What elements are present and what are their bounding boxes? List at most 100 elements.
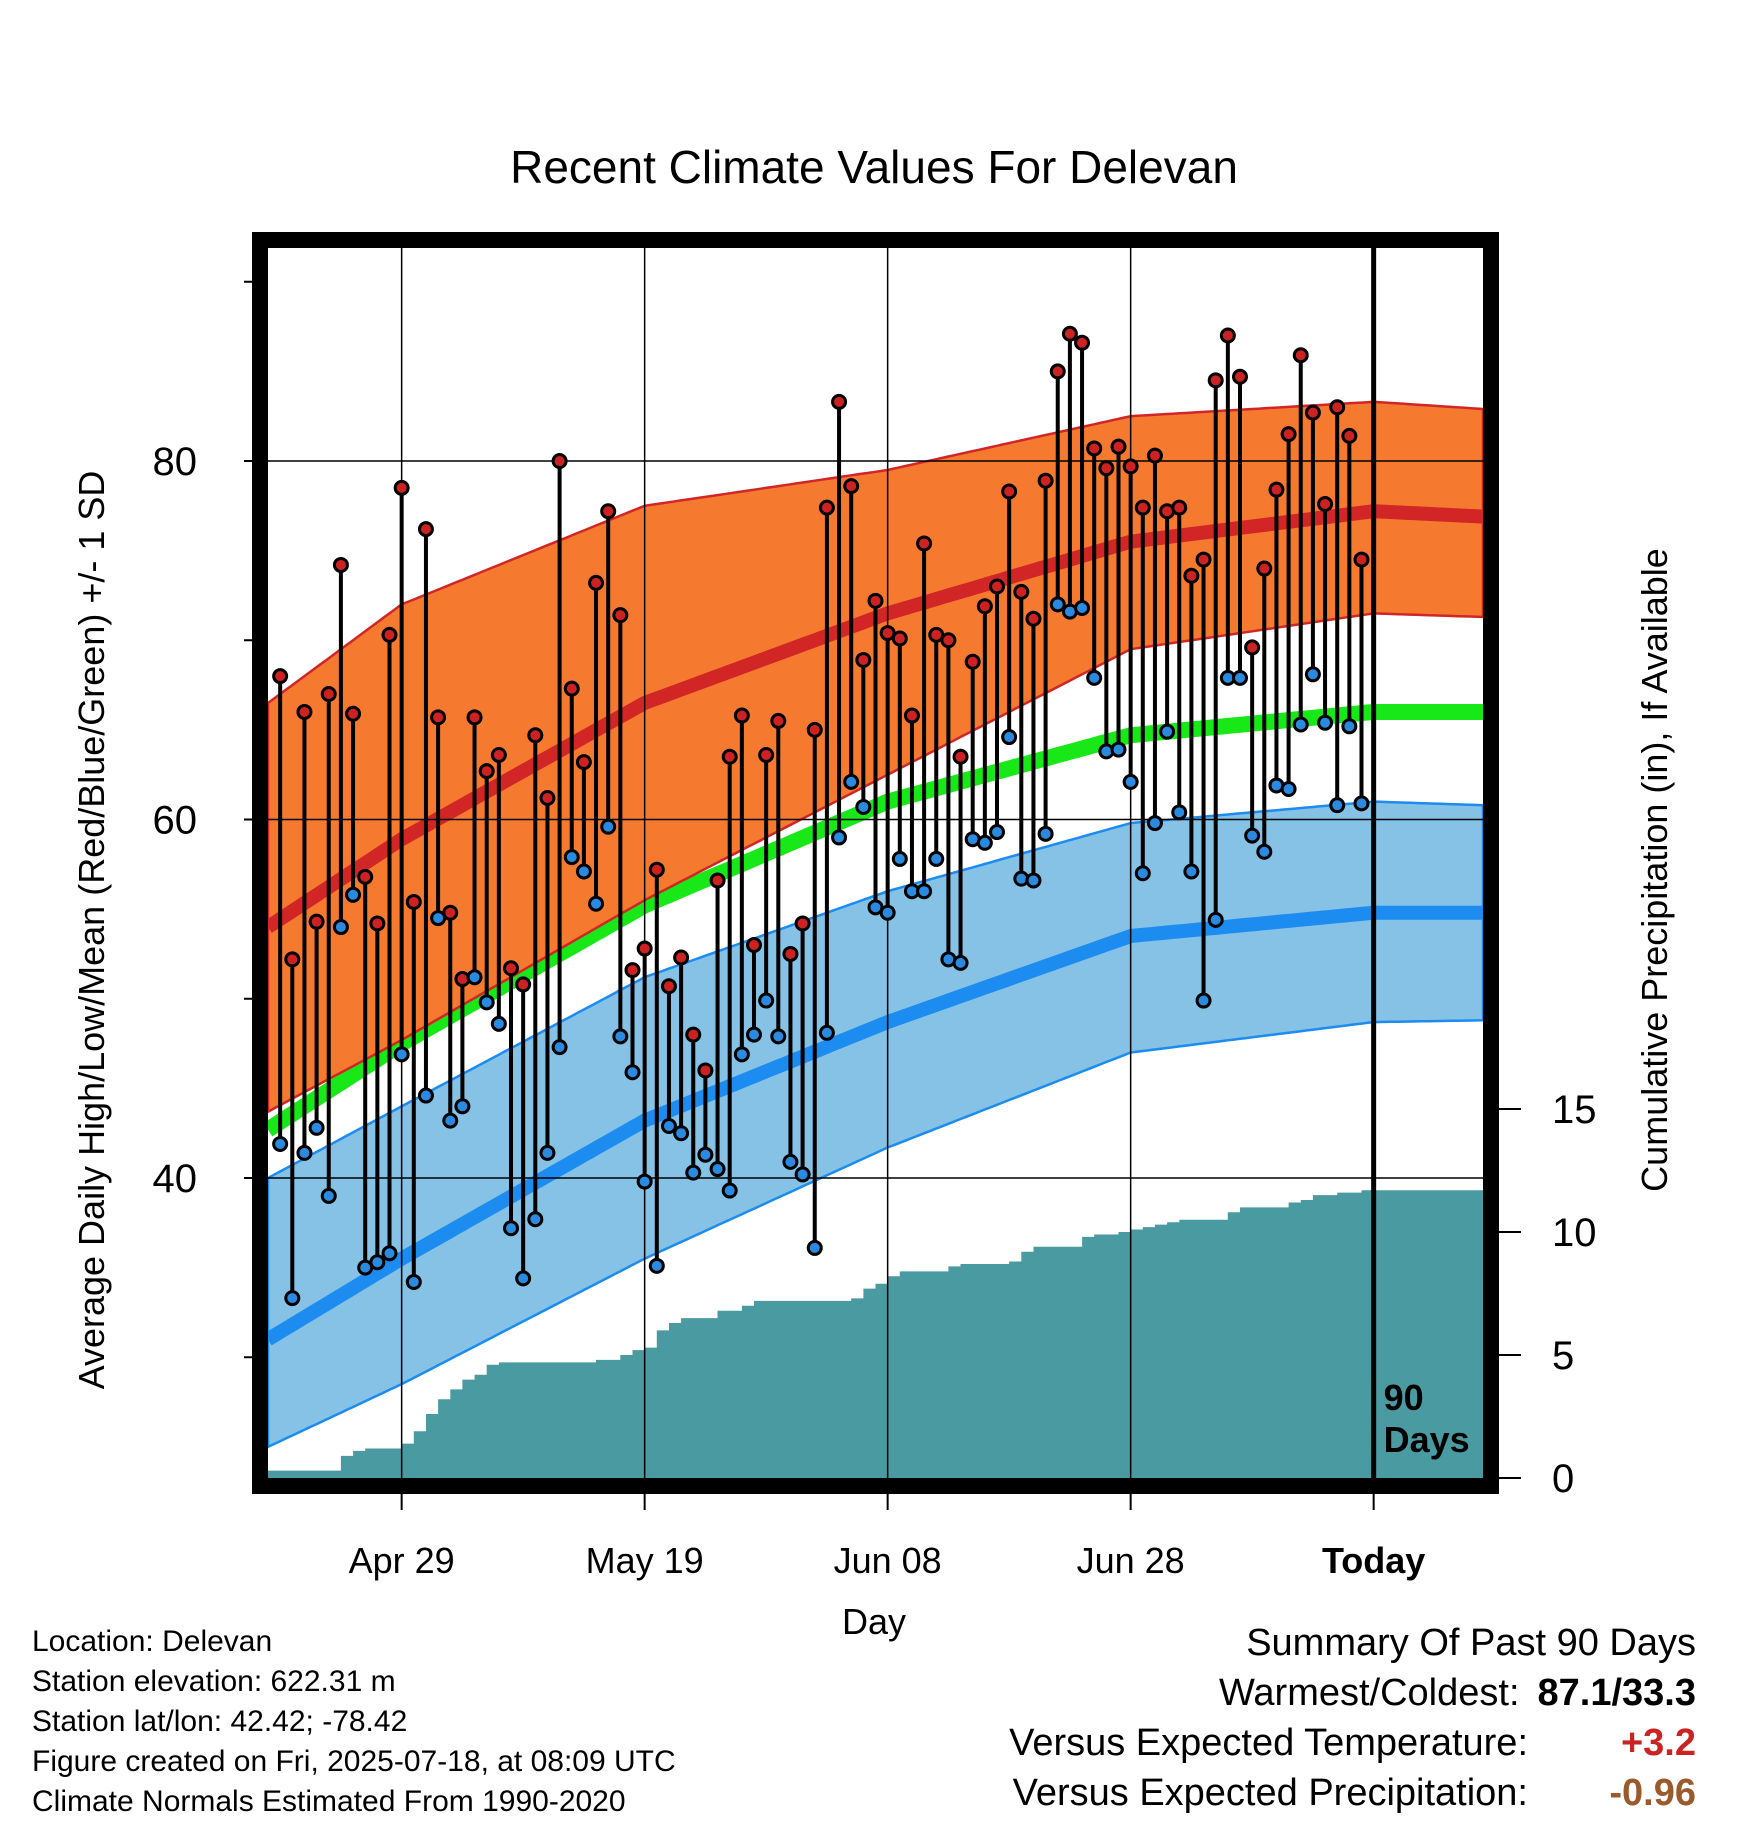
daily-observation: [624, 962, 641, 1081]
daily-observation: [673, 949, 690, 1142]
daily-low-point: [1183, 863, 1200, 880]
daily-observation: [515, 976, 532, 1287]
daily-observation: [600, 503, 617, 835]
daily-low-point: [976, 834, 993, 851]
daily-low-point: [891, 850, 908, 867]
station-elevation: Station elevation: 622.31 m: [32, 1665, 396, 1698]
daily-low-point: [660, 1118, 677, 1135]
daily-observation: [1341, 427, 1358, 735]
today-days-label: 90 Days: [1384, 1377, 1470, 1460]
daily-observation: [709, 872, 726, 1178]
daily-low-point: [1037, 825, 1054, 842]
daily-high-point: [332, 556, 349, 573]
daily-high-point: [1244, 639, 1261, 656]
daily-low-point: [381, 1245, 398, 1262]
daily-high-point: [539, 789, 556, 806]
daily-low-point: [393, 1046, 410, 1063]
daily-observation: [1280, 426, 1297, 798]
y-right-tick-label: 10: [1552, 1211, 1597, 1255]
daily-low-point: [1292, 716, 1309, 733]
daily-low-point: [794, 1166, 811, 1183]
climate-normals-period: Climate Normals Estimated From 1990-2020: [32, 1785, 626, 1818]
daily-low-point: [855, 798, 872, 815]
daily-observation: [308, 913, 325, 1136]
daily-low-point: [1086, 669, 1103, 686]
daily-observation: [490, 746, 507, 1032]
y-left-tick-label: 80: [153, 440, 198, 484]
daily-low-point: [879, 904, 896, 921]
daily-low-point: [1353, 795, 1370, 812]
daily-observation: [1329, 399, 1346, 814]
daily-high-point: [345, 705, 362, 722]
daily-observation: [916, 535, 933, 900]
daily-high-point: [952, 748, 969, 765]
daily-high-point: [1001, 483, 1018, 500]
x-tick-label: May 19: [586, 1540, 704, 1581]
daily-high-point: [575, 754, 592, 771]
daily-high-point: [1219, 327, 1236, 344]
warmest-coldest-label: Warmest/Coldest:: [1218, 1672, 1520, 1714]
daily-low-point: [1134, 865, 1151, 882]
daily-observation: [1037, 472, 1054, 842]
daily-observation: [1171, 499, 1188, 821]
daily-low-point: [746, 1026, 762, 1043]
daily-high-point: [660, 978, 677, 995]
daily-observation: [454, 971, 471, 1115]
x-tick-label: Jun 08: [834, 1540, 942, 1581]
daily-high-point: [1134, 499, 1151, 516]
daily-high-point: [733, 707, 750, 724]
daily-low-point: [806, 1239, 823, 1256]
daily-low-point: [1122, 773, 1139, 790]
daily-low-point: [563, 849, 580, 866]
daily-high-point: [490, 746, 507, 763]
daily-observation: [733, 707, 750, 1063]
daily-high-point: [1268, 481, 1285, 498]
daily-high-point: [600, 503, 617, 520]
daily-low-point: [296, 1144, 313, 1161]
daily-high-point: [1280, 426, 1297, 443]
daily-low-point: [1244, 827, 1261, 844]
daily-high-point: [843, 478, 860, 495]
daily-high-point: [612, 607, 629, 624]
daily-low-point: [770, 1028, 787, 1045]
daily-observation: [1207, 372, 1224, 928]
daily-observation: [539, 789, 556, 1161]
daily-high-point: [1256, 560, 1273, 577]
daily-high-point: [989, 578, 1005, 595]
daily-low-point: [818, 1024, 835, 1041]
daily-low-point: [539, 1144, 556, 1161]
daily-high-point: [1329, 399, 1346, 416]
daily-high-point: [1292, 347, 1309, 364]
daily-low-point: [1317, 714, 1334, 731]
daily-high-point: [1086, 440, 1103, 457]
daily-high-point: [624, 962, 641, 979]
daily-observation: [381, 626, 398, 1262]
daily-low-point: [575, 863, 592, 880]
daily-low-point: [466, 969, 483, 986]
y-right-tick-label: 15: [1552, 1088, 1597, 1132]
daily-high-point: [1304, 404, 1321, 421]
daily-low-point: [284, 1290, 301, 1307]
daily-low-point: [928, 850, 945, 867]
daily-high-point: [1098, 460, 1115, 477]
daily-high-point: [976, 598, 993, 615]
daily-low-point: [733, 1046, 750, 1063]
daily-high-point: [466, 709, 483, 726]
daily-observation: [758, 746, 775, 1009]
daily-high-point: [636, 940, 653, 957]
daily-low-point: [782, 1153, 799, 1170]
daily-low-point: [952, 954, 969, 971]
daily-low-point: [612, 1028, 629, 1045]
daily-observation: [272, 668, 289, 1152]
daily-high-point: [758, 746, 775, 763]
daily-observation: [782, 945, 799, 1170]
daily-high-point: [1037, 472, 1054, 489]
daily-observation: [1110, 438, 1127, 758]
daily-high-point: [1353, 551, 1370, 568]
low-normal-line: [268, 905, 1483, 1346]
daily-low-point: [1074, 599, 1091, 616]
daily-low-point: [551, 1039, 568, 1056]
daily-high-point: [831, 393, 848, 410]
daily-low-point: [332, 919, 349, 936]
